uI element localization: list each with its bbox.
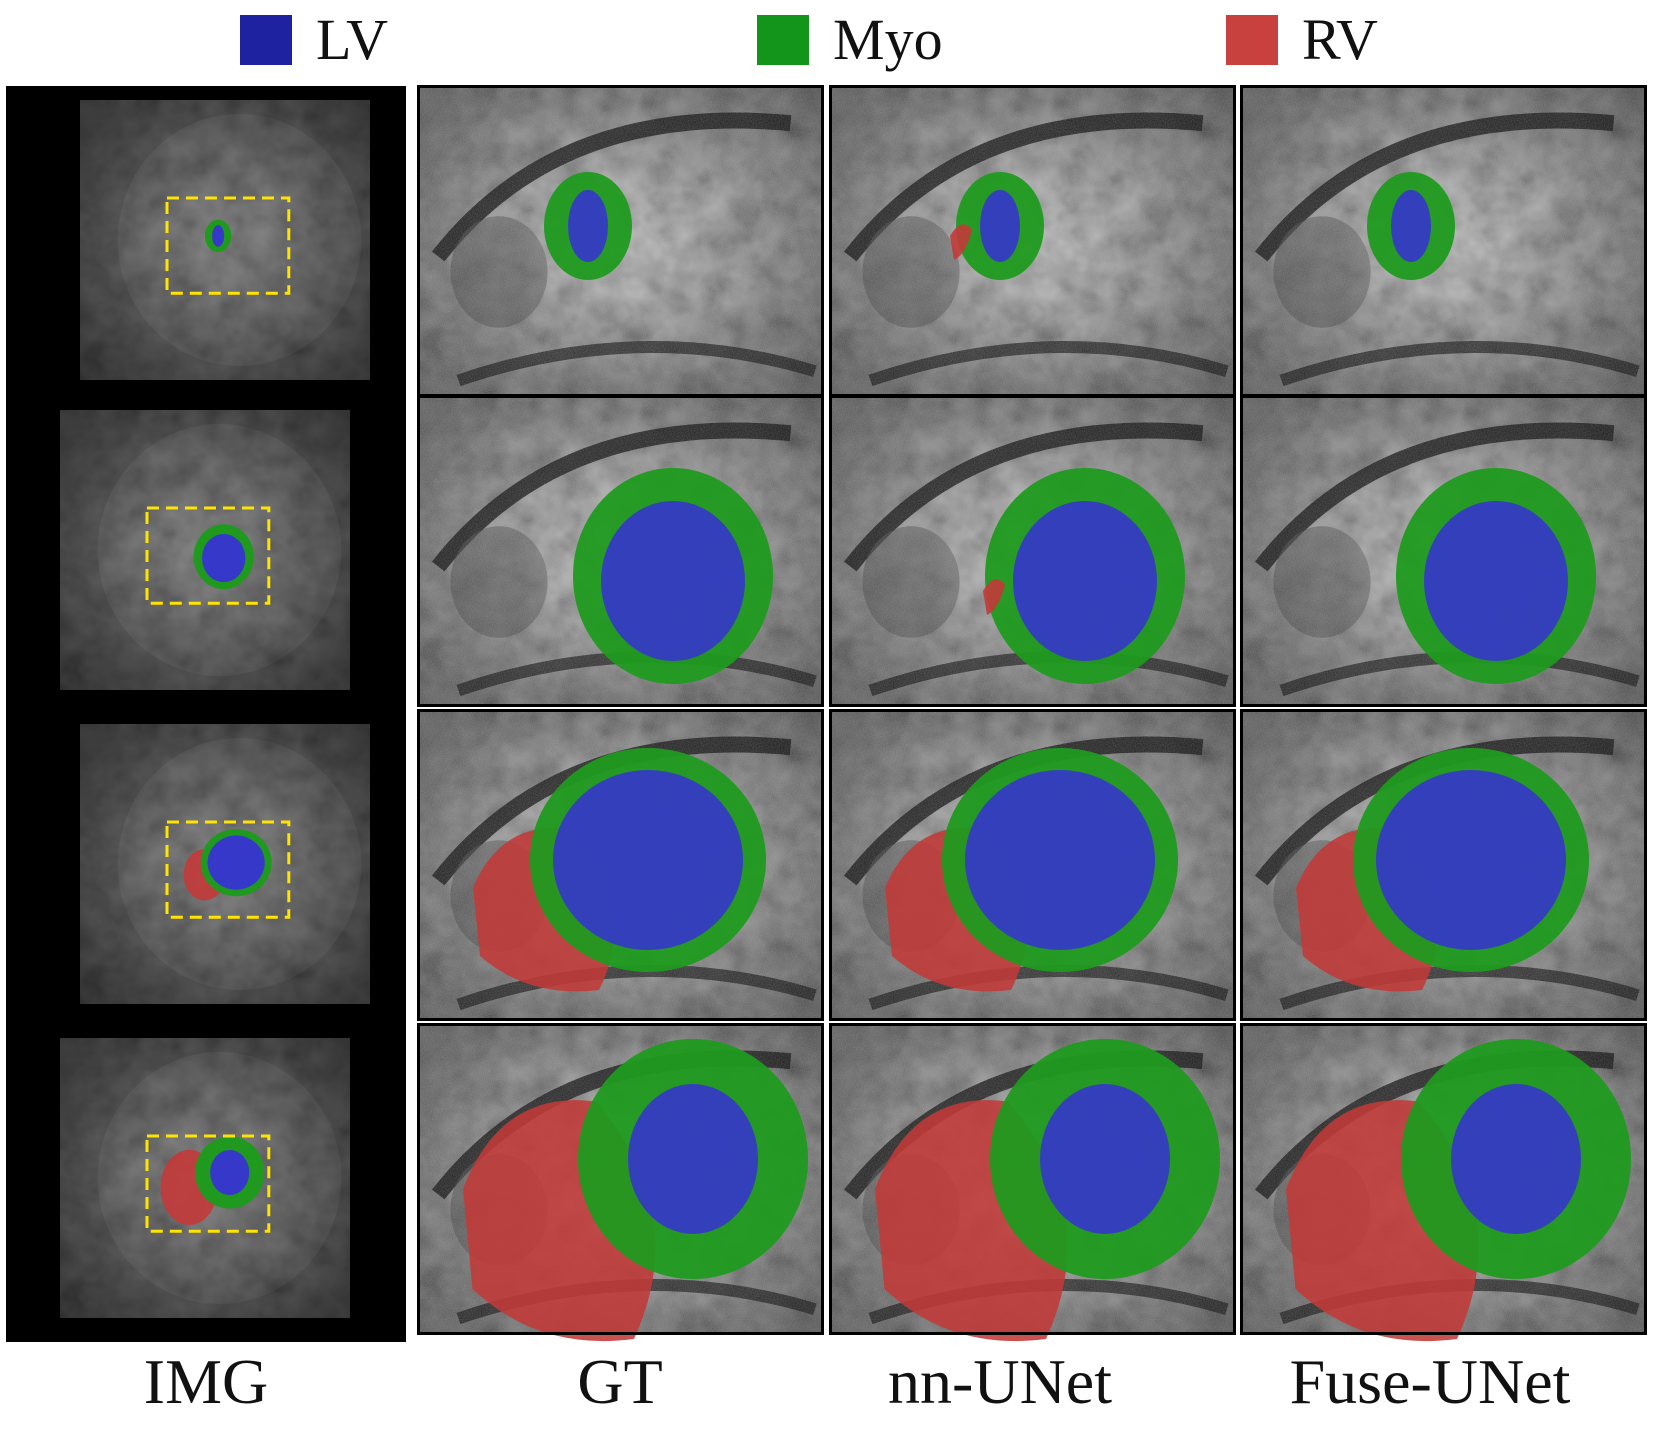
fuse-unet-cell (1240, 395, 1647, 707)
column-label-fuse-unet: Fuse-UNet (1289, 1346, 1571, 1417)
cell-frame (417, 709, 824, 1021)
lv-mask (1013, 501, 1157, 661)
fuse-unet-cell (1240, 709, 1647, 1021)
column-label-gt: GT (577, 1346, 663, 1417)
nn-unet-cell (829, 1023, 1236, 1342)
rv-false-positive (950, 224, 972, 260)
cell-frame (829, 1023, 1236, 1335)
lv-mask (980, 190, 1020, 262)
legend-item-lv: LV (240, 7, 388, 72)
lv-mask (1424, 501, 1568, 661)
nn-unet-cell (829, 85, 1236, 397)
gt-cell (417, 709, 824, 1021)
legend-label-rv: RV (1302, 7, 1378, 72)
full-view-thumbnail (80, 100, 370, 380)
lv-mask (568, 190, 608, 262)
zoom-box (145, 506, 271, 605)
lv-mask (1391, 190, 1431, 262)
nn-unet-cell (829, 709, 1236, 1021)
gt-cell (417, 1023, 824, 1342)
cell-frame (829, 709, 1236, 1021)
full-view-thumbnail (60, 410, 350, 690)
lv-mask (965, 770, 1155, 950)
column-label-nn-unet: nn-UNet (888, 1346, 1112, 1417)
legend-swatch-rv (1226, 15, 1278, 65)
thumbnail-lv-mask (207, 835, 265, 890)
gt-cell (417, 395, 824, 707)
full-view-thumbnail (60, 1038, 350, 1318)
cell-frame (1240, 395, 1647, 707)
cell-frame (1240, 1023, 1647, 1335)
thumbnail-lv-mask (212, 225, 225, 247)
fuse-unet-cell (1240, 85, 1647, 397)
legend-item-rv: RV (1226, 7, 1378, 72)
lv-mask (1376, 770, 1566, 950)
gt-cell (417, 85, 824, 397)
rv-false-positive (983, 579, 1005, 615)
cell-frame (417, 395, 824, 707)
lv-mask (628, 1084, 758, 1234)
cell-frame (1240, 709, 1647, 1021)
legend-swatch-lv (240, 15, 292, 65)
column-label-img: IMG (143, 1346, 269, 1417)
lv-mask (601, 501, 745, 661)
cell-frame (829, 395, 1236, 707)
full-view-thumbnail (80, 724, 370, 1004)
lv-mask (1040, 1084, 1170, 1234)
zoom-box (145, 1134, 271, 1233)
zoom-box (165, 196, 291, 295)
legend-label-myo: Myo (833, 7, 943, 72)
cell-frame (417, 1023, 824, 1335)
zoom-box (165, 820, 291, 919)
legend-label-lv: LV (316, 7, 388, 72)
lv-mask (1451, 1084, 1581, 1234)
thumbnail-lv-mask (210, 1149, 250, 1196)
legend-swatch-myo (757, 15, 809, 65)
legend-item-myo: Myo (757, 7, 943, 72)
lv-mask (553, 770, 743, 950)
fuse-unet-cell (1240, 1023, 1647, 1342)
nn-unet-cell (829, 395, 1236, 707)
thumbnail-lv-mask (202, 534, 246, 583)
